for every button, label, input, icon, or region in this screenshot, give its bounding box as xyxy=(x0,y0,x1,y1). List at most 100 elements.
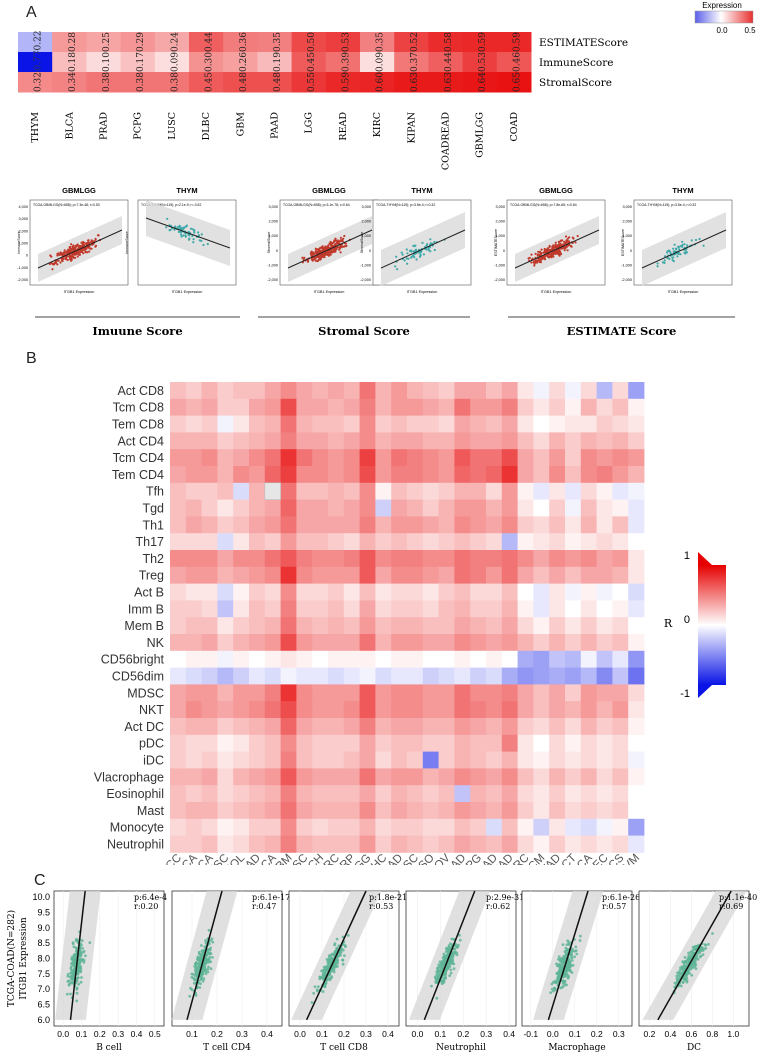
heatmap-b-cell xyxy=(233,617,250,635)
scatter-c-point xyxy=(575,952,579,956)
scatter-point xyxy=(543,258,547,261)
scatter-c-point xyxy=(458,938,462,942)
scatter-c-point xyxy=(685,964,688,968)
heatmap-b-cell xyxy=(565,550,582,568)
heatmap-b-cell xyxy=(596,449,613,467)
scatter-c-point xyxy=(569,951,573,955)
heatmap-a-cell xyxy=(120,32,156,53)
heatmap-b-cell xyxy=(628,566,645,584)
scatter-point xyxy=(679,245,682,248)
scatter-point xyxy=(87,246,90,249)
heatmap-b-cell xyxy=(328,398,345,416)
heatmap-b-cell xyxy=(517,415,534,433)
scatter-c-point xyxy=(199,974,203,978)
scatter-point xyxy=(193,231,196,234)
heatmap-a-cell xyxy=(325,72,361,93)
scatter-point xyxy=(56,263,59,266)
scatter-ytick: 2,000 xyxy=(361,220,371,224)
heatmap-b-cell xyxy=(470,701,487,719)
scatter-c-point xyxy=(340,948,344,951)
scatter-point xyxy=(401,253,404,256)
heatmap-b-cell xyxy=(470,634,487,652)
heatmap-b-cell xyxy=(470,432,487,450)
heatmap-b-cell xyxy=(549,667,566,685)
heatmap-b-cell xyxy=(501,415,518,433)
heatmap-b-cell xyxy=(201,466,218,484)
heatmap-b-cell xyxy=(185,499,202,517)
regression-line xyxy=(380,229,466,269)
scatter-point xyxy=(414,249,417,252)
heatmap-b-cell xyxy=(517,617,534,635)
heatmap-b-cell xyxy=(501,482,518,500)
heatmap-a-cell xyxy=(360,52,395,73)
scatter-c-point xyxy=(188,994,192,998)
heatmap-b-cell xyxy=(312,499,329,517)
scatter-c-point xyxy=(198,962,202,965)
heatmap-a-cell xyxy=(18,72,53,93)
heatmap-b-cell xyxy=(565,533,582,551)
heatmap-b-cell xyxy=(407,684,424,702)
heatmap-a-value: 0.24 xyxy=(170,32,180,52)
heatmap-b-cell xyxy=(422,802,439,820)
scatter-c-point xyxy=(451,957,454,961)
heatmap-a-col-label: PRAD xyxy=(99,112,110,140)
scatter-c-r-value: r:0.57 xyxy=(602,902,626,911)
heatmap-b-cell xyxy=(343,751,360,769)
heatmap-b-cell xyxy=(454,466,471,484)
heatmap-b-row-label: Act B xyxy=(134,586,164,600)
scatter-c-point xyxy=(550,982,554,986)
heatmap-b-cell xyxy=(422,667,439,685)
scatter-c-point xyxy=(323,968,327,972)
scatter-point xyxy=(571,236,575,239)
scatter-point xyxy=(408,249,412,252)
heatmap-a-row-label: StromalScore xyxy=(539,77,612,89)
heatmap-b-cell xyxy=(470,449,487,467)
scatter-c-point xyxy=(199,978,202,982)
heatmap-b-cell xyxy=(565,415,582,433)
scatter-point xyxy=(339,239,342,242)
heatmap-a-cell xyxy=(291,52,327,73)
heatmap-b-cell xyxy=(296,802,313,820)
heatmap-b-cell xyxy=(580,432,597,450)
heatmap-b-cell xyxy=(438,718,455,736)
heatmap-b-cell xyxy=(407,550,424,568)
heatmap-b-cell xyxy=(533,566,550,584)
scatter-c-xlabel: T cell CD8 xyxy=(320,1043,368,1053)
scatter-point xyxy=(403,259,406,262)
scatter-c-point xyxy=(704,943,708,947)
heatmap-b-cell xyxy=(422,432,439,450)
heatmap-b-cell xyxy=(580,667,597,685)
heatmap-b-cell xyxy=(343,600,360,618)
heatmap-b-cell xyxy=(422,449,439,467)
scatter-c-point xyxy=(676,978,679,981)
scatter-c-point xyxy=(313,985,317,989)
heatmap-a-cell xyxy=(394,72,429,93)
scatter-c-point xyxy=(208,952,212,956)
heatmap-b-cell xyxy=(185,533,202,551)
regression-line xyxy=(547,890,589,1021)
heatmap-b-cell xyxy=(312,684,329,702)
heatmap-b-cell xyxy=(217,802,234,820)
heatmap-b-cell xyxy=(422,751,439,769)
heatmap-b-cell xyxy=(201,650,218,668)
heatmap-b-cell xyxy=(296,718,313,736)
heatmap-b-cell xyxy=(454,650,471,668)
heatmap-b-cell xyxy=(375,398,392,416)
heatmap-b-row-label: Act DC xyxy=(124,720,164,734)
scatter-point xyxy=(564,241,567,244)
scatter-point xyxy=(301,256,304,259)
heatmap-b-cell xyxy=(296,785,313,803)
scatter-c-point xyxy=(76,976,80,980)
heatmap-b-cell xyxy=(249,667,266,685)
scatter-c-xlabel: Macrophage xyxy=(548,1043,605,1053)
heatmap-b-cell xyxy=(280,818,297,836)
scatter-c-point xyxy=(557,978,561,982)
heatmap-b-cell xyxy=(470,802,487,820)
heatmap-a-value: 0.09 xyxy=(170,52,180,72)
scatter-c-point xyxy=(75,979,79,983)
scatter-point xyxy=(421,241,424,244)
colorbar-gradient xyxy=(694,10,754,24)
scatter-c-point xyxy=(449,971,453,975)
heatmap-b-cell xyxy=(517,802,534,820)
heatmap-a-cell xyxy=(291,32,327,53)
